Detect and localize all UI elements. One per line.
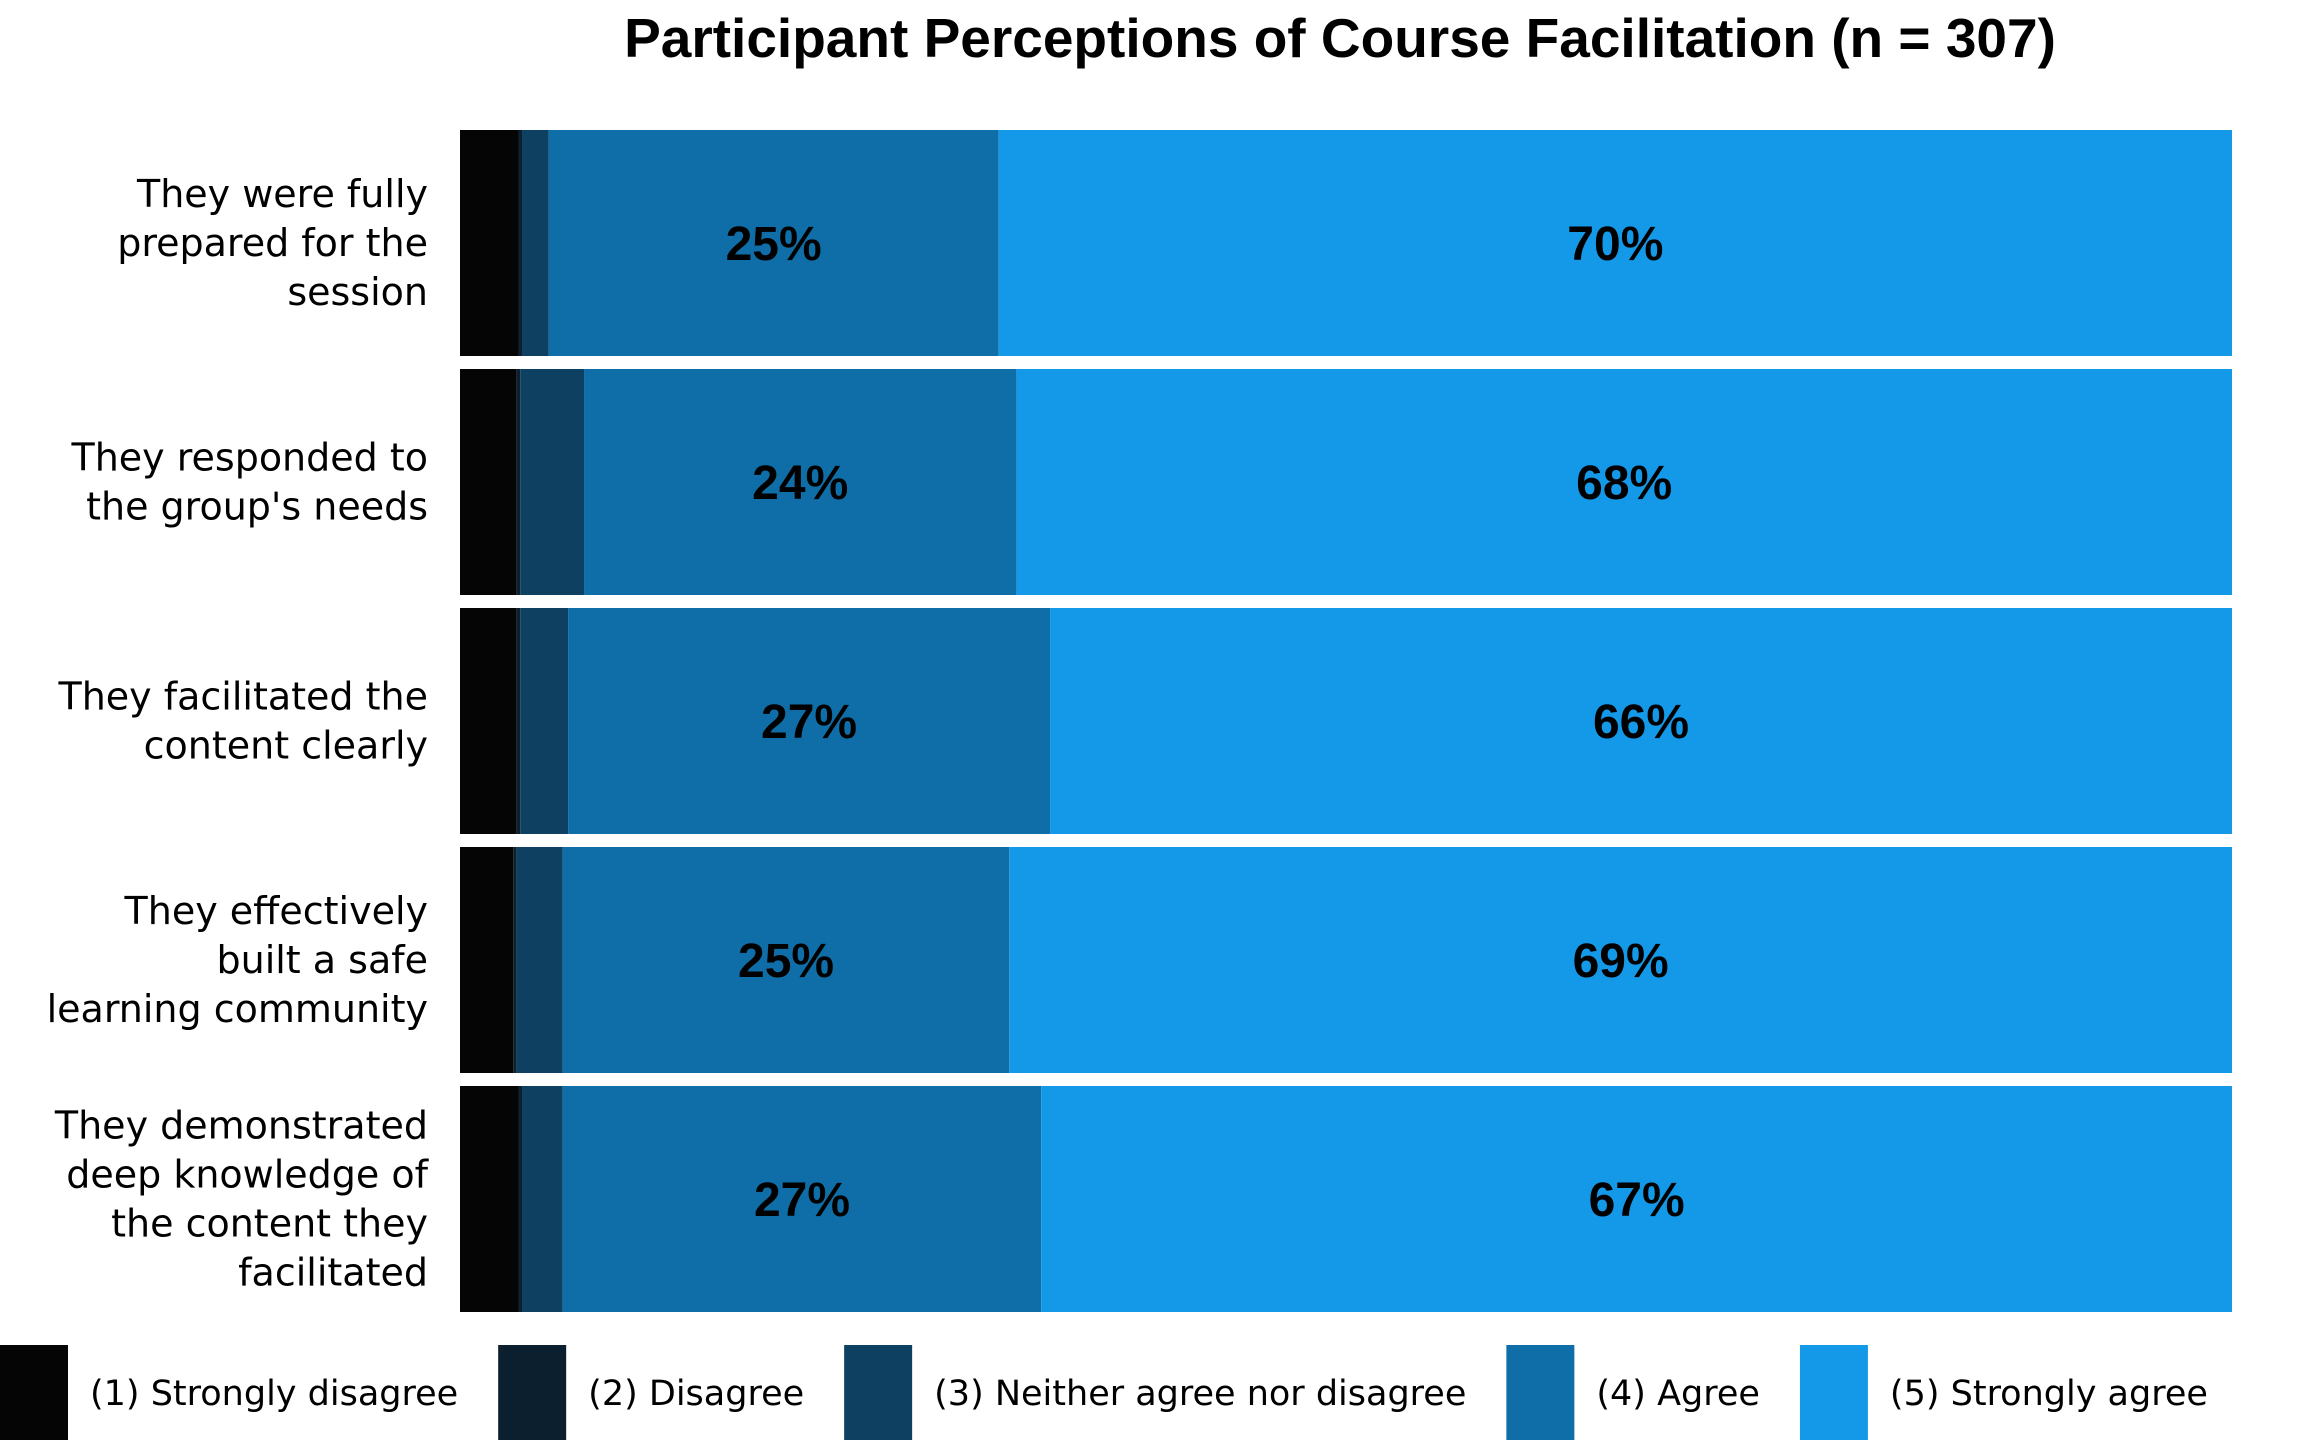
bar-segment-row3-series4: [568, 608, 1051, 834]
legend: (1) Strongly disagree (2) Disagree (3) Nei…: [0, 1345, 2208, 1440]
bar-segment-row1-series2: [518, 130, 523, 356]
data-label-row4-series5: 69%: [1573, 935, 1669, 988]
bar-segment-row1-series5: [998, 130, 2232, 356]
data-label-row2-series4: 24%: [752, 457, 848, 510]
bar-segment-row5-series1: [460, 1086, 519, 1312]
bar-segment-row4-series2: [513, 847, 517, 1073]
bar-segment-row3-series2: [516, 608, 521, 834]
data-label-row2-series5: 68%: [1576, 457, 1672, 510]
bar-segment-row5-series4: [562, 1086, 1042, 1312]
bar-segment-row2-series4: [584, 369, 1017, 595]
data-label-row5-series4: 27%: [754, 1174, 850, 1227]
data-label-row1-series4: 25%: [726, 218, 822, 271]
bar-segment-row2-series3: [520, 369, 585, 595]
bars-group: [460, 130, 2233, 1312]
bar-segment-row3-series5: [1050, 608, 2232, 834]
data-label-row3-series5: 66%: [1593, 696, 1689, 749]
bar-segment-row4-series4: [562, 847, 1010, 1073]
legend-swatch-3: [844, 1345, 913, 1440]
legend-label-3: (3) Neither agree nor disagree: [934, 1374, 1466, 1414]
bar-segment-row5-series3: [522, 1086, 563, 1312]
bar-segment-row2-series5: [1016, 369, 2233, 595]
bar-segment-row2-series1: [460, 369, 517, 595]
category-label-2: They responded to the group's needs: [70, 436, 428, 529]
legend-label-2: (2) Disagree: [588, 1374, 804, 1414]
bar-segment-row5-series2: [518, 1086, 523, 1312]
legend-swatch-2: [498, 1345, 567, 1440]
category-label-5: They demonstrated deep knowledge of the co…: [54, 1104, 430, 1295]
legend-swatch-1: [0, 1345, 68, 1440]
legend-label-1: (1) Strongly disagree: [90, 1374, 458, 1414]
data-label-row1-series5: 70%: [1567, 218, 1663, 271]
category-label-3: They facilitated the content clearly: [58, 675, 429, 768]
data-labels: 25% 24% 27% 25% 27% 70% 68% 66% 69% 67%: [726, 218, 1689, 1227]
data-label-row4-series4: 25%: [738, 935, 834, 988]
category-labels: They were fully prepared for the session Th…: [47, 172, 430, 1295]
bar-segment-row4-series3: [516, 847, 563, 1073]
legend-swatch-5: [1799, 1345, 1868, 1440]
bar-segment-row2-series2: [516, 369, 521, 595]
legend-label-5: (5) Strongly agree: [1890, 1374, 2208, 1414]
bar-segment-row4-series5: [1009, 847, 2232, 1073]
bar-segment-row3-series1: [460, 608, 517, 834]
bar-segment-row1-series4: [548, 130, 999, 356]
bar-segment-row5-series5: [1041, 1086, 2232, 1312]
data-label-row3-series4: 27%: [761, 696, 857, 749]
category-label-4: They effectively built a safe learning com…: [47, 889, 428, 1031]
legend-swatch-4: [1506, 1345, 1575, 1440]
bar-segment-row1-series3: [522, 130, 549, 356]
bar-segment-row3-series3: [520, 608, 569, 834]
chart-title: Participant Perceptions of Course Facili…: [624, 7, 2056, 69]
category-label-1: They were fully prepared for the session: [117, 172, 428, 314]
bar-segment-row1-series1: [460, 130, 519, 356]
data-label-row5-series5: 67%: [1589, 1174, 1685, 1227]
legend-label-4: (4) Agree: [1596, 1374, 1760, 1414]
bar-segment-row4-series1: [460, 847, 514, 1073]
